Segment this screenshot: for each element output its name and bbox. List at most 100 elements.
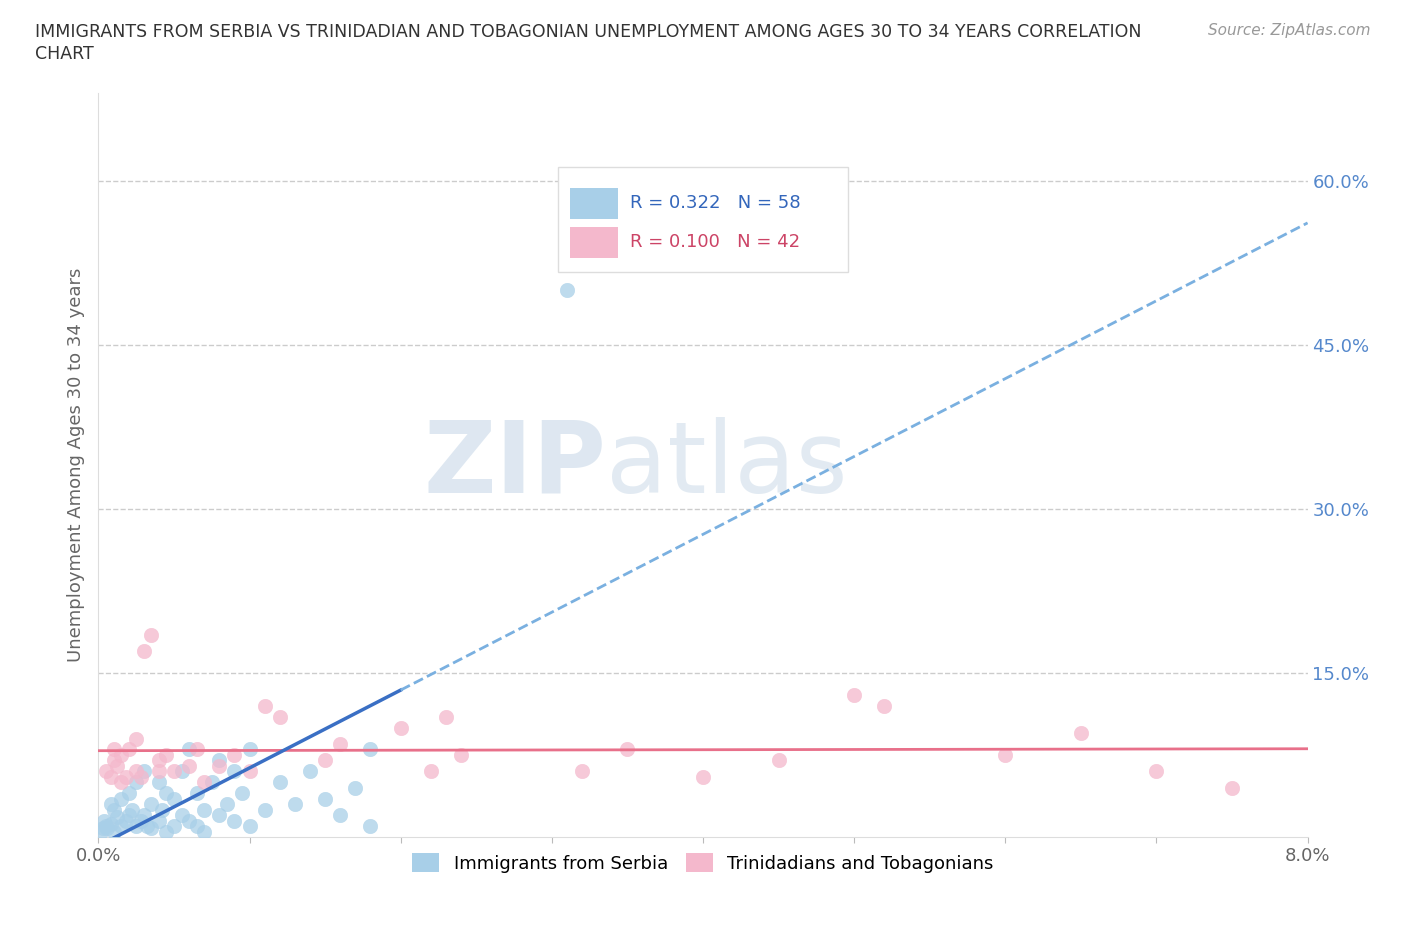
Point	[329, 737, 352, 751]
Point	[208, 753, 231, 768]
Point	[1070, 725, 1092, 740]
Point	[118, 742, 141, 757]
Point	[114, 769, 136, 784]
Point	[389, 720, 412, 735]
Point	[110, 748, 132, 763]
Text: atlas: atlas	[606, 417, 848, 513]
Text: IMMIGRANTS FROM SERBIA VS TRINIDADIAN AND TOBAGONIAN UNEMPLOYMENT AMONG AGES 30 : IMMIGRANTS FROM SERBIA VS TRINIDADIAN AN…	[35, 23, 1142, 41]
Point	[284, 797, 307, 812]
Point	[155, 748, 177, 763]
Y-axis label: Unemployment Among Ages 30 to 34 years: Unemployment Among Ages 30 to 34 years	[66, 268, 84, 662]
Point	[269, 710, 291, 724]
Point	[170, 764, 193, 778]
Point	[148, 775, 170, 790]
Point	[90, 824, 112, 839]
Point	[253, 803, 276, 817]
Point	[873, 698, 896, 713]
Point	[163, 764, 186, 778]
Point	[125, 731, 148, 746]
Point	[100, 817, 122, 831]
Text: R = 0.100   N = 42: R = 0.100 N = 42	[630, 232, 800, 251]
Point	[132, 807, 155, 822]
Point	[208, 759, 231, 774]
Point	[314, 753, 336, 768]
Point	[132, 644, 155, 658]
Point	[224, 748, 246, 763]
Point	[269, 775, 291, 790]
Legend: Immigrants from Serbia, Trinidadians and Tobagonians: Immigrants from Serbia, Trinidadians and…	[405, 846, 1001, 880]
Point	[360, 818, 382, 833]
Point	[103, 742, 125, 757]
Point	[129, 769, 152, 784]
Point	[186, 818, 208, 833]
Point	[193, 775, 215, 790]
Point	[135, 818, 157, 833]
Point	[329, 807, 352, 822]
Point	[132, 764, 155, 778]
Point	[155, 824, 177, 839]
Point	[179, 742, 201, 757]
Point	[179, 813, 201, 828]
Point	[224, 813, 246, 828]
FancyBboxPatch shape	[569, 188, 619, 219]
Point	[450, 748, 472, 763]
Point	[105, 810, 128, 825]
Point	[193, 803, 215, 817]
Point	[118, 807, 141, 822]
Point	[768, 753, 790, 768]
Point	[344, 780, 367, 795]
Point	[224, 764, 246, 778]
Point	[692, 769, 714, 784]
Point	[163, 791, 186, 806]
Point	[215, 797, 238, 812]
Text: ZIP: ZIP	[423, 417, 606, 513]
Point	[125, 818, 148, 833]
Point	[141, 627, 163, 642]
Point	[100, 797, 122, 812]
Point	[179, 759, 201, 774]
Point	[253, 698, 276, 713]
Point	[208, 807, 231, 822]
Point	[299, 764, 322, 778]
Point	[150, 803, 173, 817]
Point	[239, 764, 262, 778]
Point	[141, 821, 163, 836]
Point	[420, 764, 443, 778]
Point	[231, 786, 253, 801]
Point	[994, 748, 1017, 763]
Point	[103, 753, 125, 768]
Point	[96, 821, 118, 836]
Point	[129, 813, 152, 828]
Point	[148, 813, 170, 828]
Point	[114, 813, 136, 828]
Point	[1220, 780, 1243, 795]
Point	[103, 824, 125, 839]
Point	[118, 786, 141, 801]
Point	[103, 803, 125, 817]
Point	[555, 283, 578, 298]
Point	[94, 818, 117, 833]
Text: CHART: CHART	[35, 45, 94, 62]
Point	[121, 803, 143, 817]
Point	[105, 759, 128, 774]
Text: R = 0.322   N = 58: R = 0.322 N = 58	[630, 194, 801, 212]
Point	[148, 764, 170, 778]
Point	[170, 807, 193, 822]
Text: Source: ZipAtlas.com: Source: ZipAtlas.com	[1208, 23, 1371, 38]
Point	[844, 687, 866, 702]
Point	[100, 769, 122, 784]
Point	[571, 764, 593, 778]
Point	[186, 742, 208, 757]
Point	[141, 797, 163, 812]
Point	[616, 742, 638, 757]
Point	[94, 764, 117, 778]
Point	[434, 710, 457, 724]
Point	[193, 824, 215, 839]
Point	[314, 791, 336, 806]
Point	[93, 813, 115, 828]
Point	[155, 786, 177, 801]
FancyBboxPatch shape	[569, 227, 619, 259]
Point	[125, 764, 148, 778]
Point	[1146, 764, 1168, 778]
Point	[163, 818, 186, 833]
